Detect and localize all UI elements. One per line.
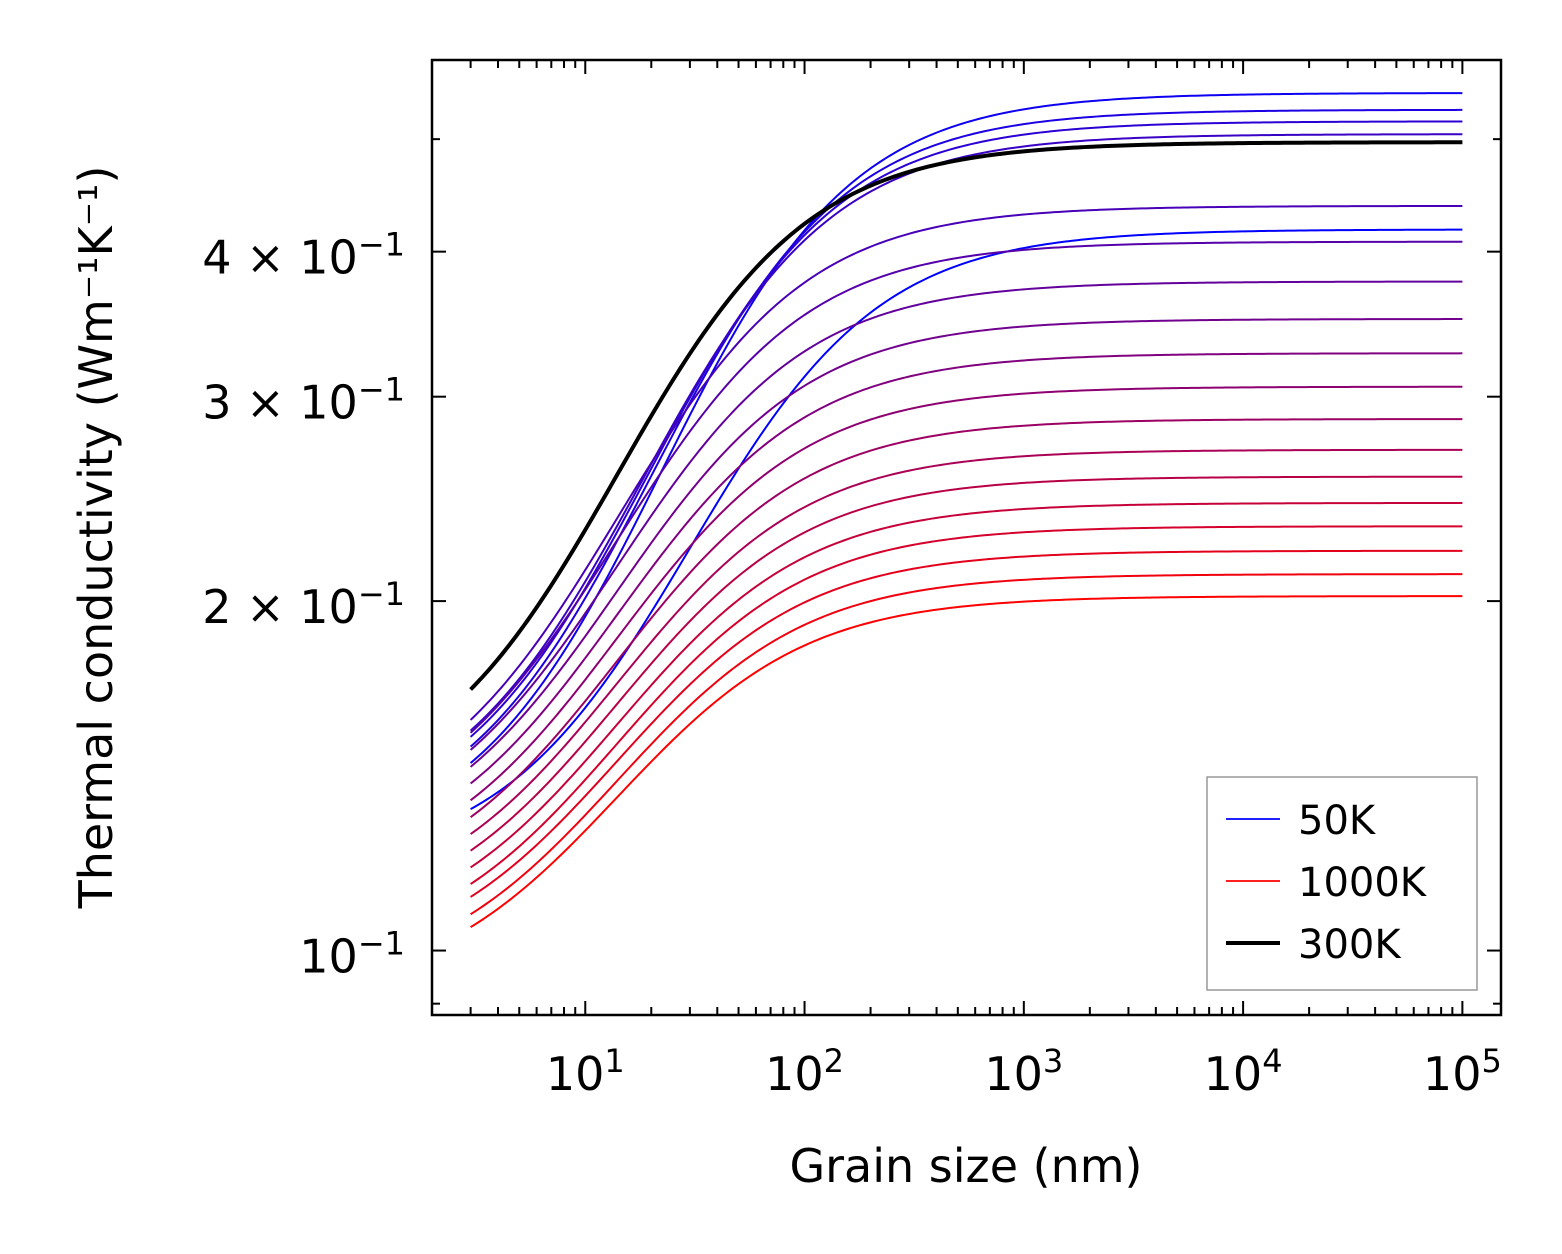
y-axis-label: Thermal conductivity (Wm⁻¹K⁻¹): [69, 166, 123, 910]
series-line-t5: [469, 133, 1463, 732]
x-tick-label: 101: [546, 1042, 625, 1101]
plot-frame: [430, 58, 1503, 1017]
series-line-t18: [470, 573, 1463, 916]
series-line-t2: [469, 92, 1463, 764]
series-line-t7: [469, 240, 1463, 734]
series-line-t16: [470, 525, 1463, 885]
x-tick-labels: 101 102 103 104 105: [546, 1042, 1502, 1101]
x-tick-label: 105: [1423, 1042, 1502, 1101]
legend-box: [1206, 776, 1478, 991]
y-tick-labels: 10−1 2 × 10−1 3 × 10−1 4 × 10−1: [202, 226, 405, 984]
axis-ticks: [431, 60, 1501, 1015]
curves-group: [469, 92, 1463, 929]
legend-label-1000k: 1000K: [1298, 860, 1428, 906]
y-tick-label: 10−1: [299, 925, 405, 984]
x-tick-label: 103: [984, 1042, 1063, 1101]
x-tick-label: 104: [1204, 1042, 1283, 1101]
series-line-t12: [470, 418, 1463, 818]
series-line-1000k: [470, 595, 1463, 929]
y-tick-label: 2 × 10−1: [202, 575, 405, 634]
y-tick-label: 4 × 10−1: [202, 226, 405, 285]
legend: 50K 1000K 300K: [1206, 776, 1478, 991]
series-line-t9: [469, 318, 1463, 768]
series-line-300k: [469, 140, 1463, 691]
series-line-t8: [469, 280, 1463, 751]
series-line-t15: [470, 501, 1463, 869]
series-line-t10: [469, 352, 1463, 785]
series-line-t6: [469, 204, 1463, 721]
series-line-t14: [470, 475, 1463, 852]
series-line-t3: [469, 108, 1463, 748]
x-tick-label: 102: [765, 1042, 844, 1101]
series-line-t13: [470, 448, 1463, 835]
x-axis-label: Grain size (nm): [790, 1139, 1143, 1193]
series-line-t4: [469, 120, 1463, 738]
series-line-t11: [469, 385, 1463, 802]
y-tick-label: 3 × 10−1: [202, 371, 405, 430]
legend-label-300k: 300K: [1298, 922, 1402, 968]
series-line-t17: [470, 549, 1463, 898]
legend-label-50k: 50K: [1298, 798, 1377, 844]
